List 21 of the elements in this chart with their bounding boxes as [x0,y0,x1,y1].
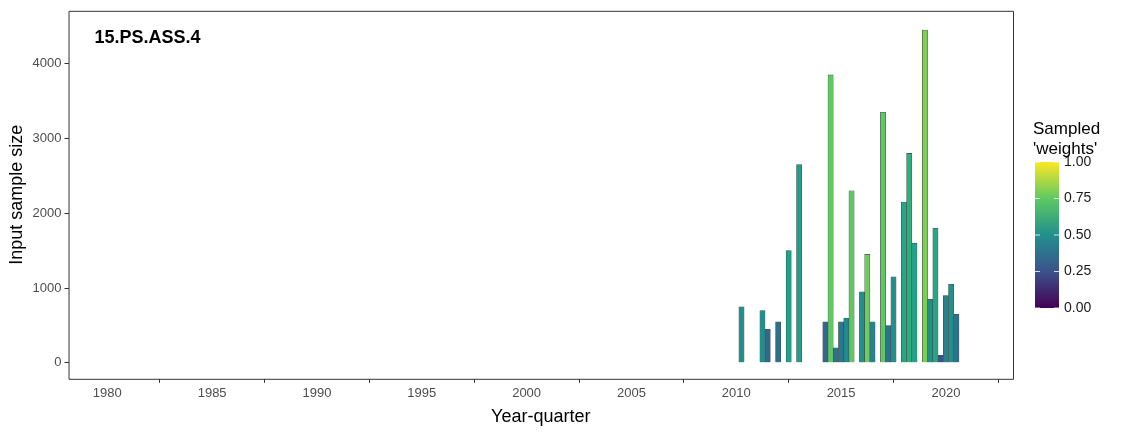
x-tick-label: 1990 [302,385,332,401]
color-bar-label: 0.50 [1064,225,1092,242]
y-axis-title: Input sample size [5,124,26,265]
color-bar-label: 0.00 [1064,298,1092,315]
y-tick-label: 1000 [32,279,62,295]
color-bar-label: 0.75 [1064,189,1092,206]
x-tick-label: 1980 [92,385,122,401]
x-axis-title: Year-quarter [491,406,591,427]
x-tick-label: 2020 [931,385,961,401]
x-tick-label: 2010 [721,385,751,401]
color-bar-label: 0.25 [1064,262,1092,279]
x-tick-label: 2005 [616,385,646,401]
x-tick-label: 1995 [407,385,437,401]
y-tick-label: 2000 [32,204,62,220]
text: 15.PS.ASS.4 [94,26,201,47]
x-tick-label: 2015 [826,385,856,401]
x-tick-label: 2000 [512,385,542,401]
x-tick-label: 1985 [197,385,227,401]
y-tick-label: 3000 [32,130,62,146]
y-tick-label: 4000 [32,55,62,71]
y-tick-label: 0 [54,354,62,370]
